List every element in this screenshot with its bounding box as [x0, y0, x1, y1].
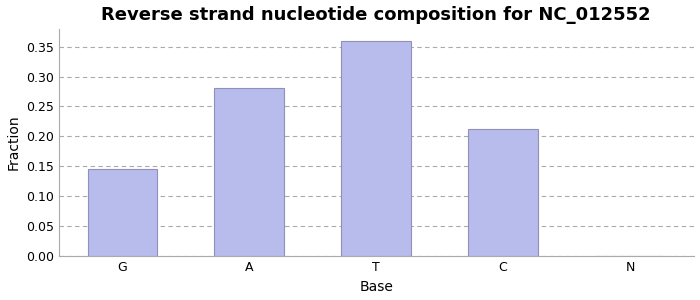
Bar	[468, 129, 538, 256]
Bar	[342, 40, 411, 256]
Title: Reverse strand nucleotide composition for NC_012552: Reverse strand nucleotide composition fo…	[102, 6, 651, 24]
Bar	[214, 88, 284, 256]
Bar	[88, 169, 158, 256]
Y-axis label: Fraction: Fraction	[6, 115, 20, 170]
X-axis label: Base: Base	[359, 280, 393, 294]
